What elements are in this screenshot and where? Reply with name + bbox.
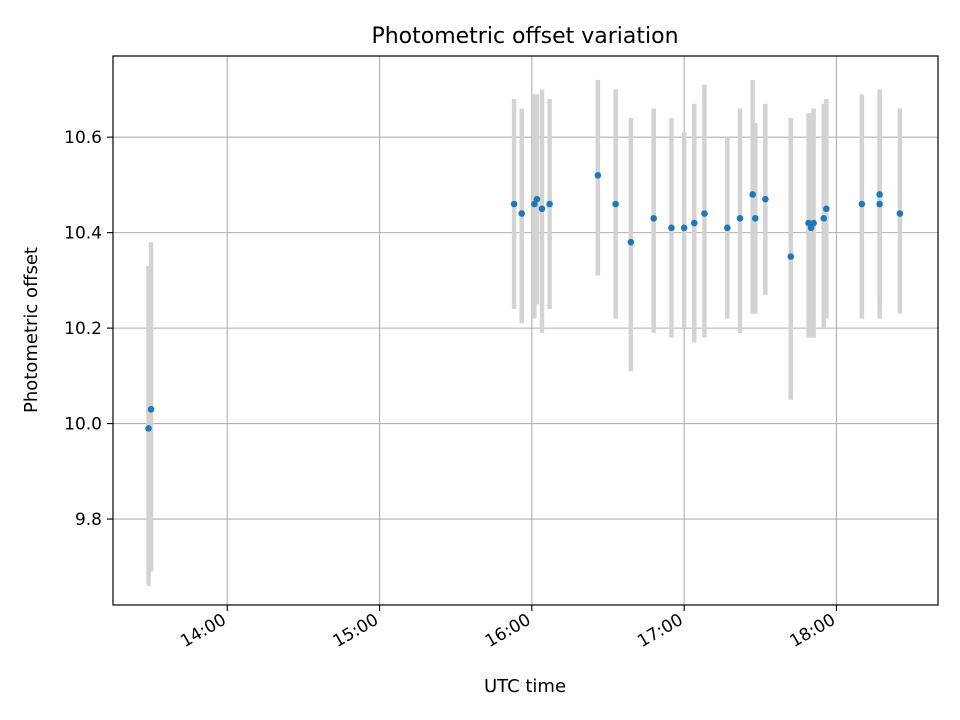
data-point [858,200,866,208]
data-point [820,215,828,222]
chart-title: Photometric offset variation [371,24,678,49]
data-point [538,205,546,213]
grid-lines [113,56,938,605]
data-point [650,215,657,222]
data-point [896,210,904,217]
data-point [147,405,155,413]
data-point [751,215,759,222]
y-tick-label: 9.8 [75,510,102,530]
y-tick-label: 10.4 [64,224,102,244]
data-point [145,425,152,432]
y-tick-label: 10.0 [64,415,102,435]
data-point [533,195,541,203]
data-points [145,172,904,432]
data-point [510,200,518,208]
y-tick-label: 10.2 [64,319,102,339]
data-point [876,200,883,208]
data-point [627,238,635,246]
y-tick-label: 10.6 [64,128,102,148]
data-point [612,200,619,208]
data-point [810,219,817,227]
data-point [787,253,795,260]
y-axis-ticks: 9.8 10.0 10.2 10.4 10.6 [64,128,113,530]
x-axis-label: UTC time [484,676,566,697]
data-point [701,210,708,217]
data-point [594,172,602,179]
data-point [762,195,769,203]
data-point [668,224,675,232]
plot-frame [112,55,939,606]
data-point [749,191,756,198]
y-axis-label: Photometric offset [21,247,42,413]
data-point [736,215,744,222]
data-point [823,205,830,213]
data-point [876,191,883,198]
data-point [546,200,553,208]
data-point [724,224,731,232]
data-point [680,224,688,232]
data-point [691,219,698,227]
data-point [518,210,525,217]
